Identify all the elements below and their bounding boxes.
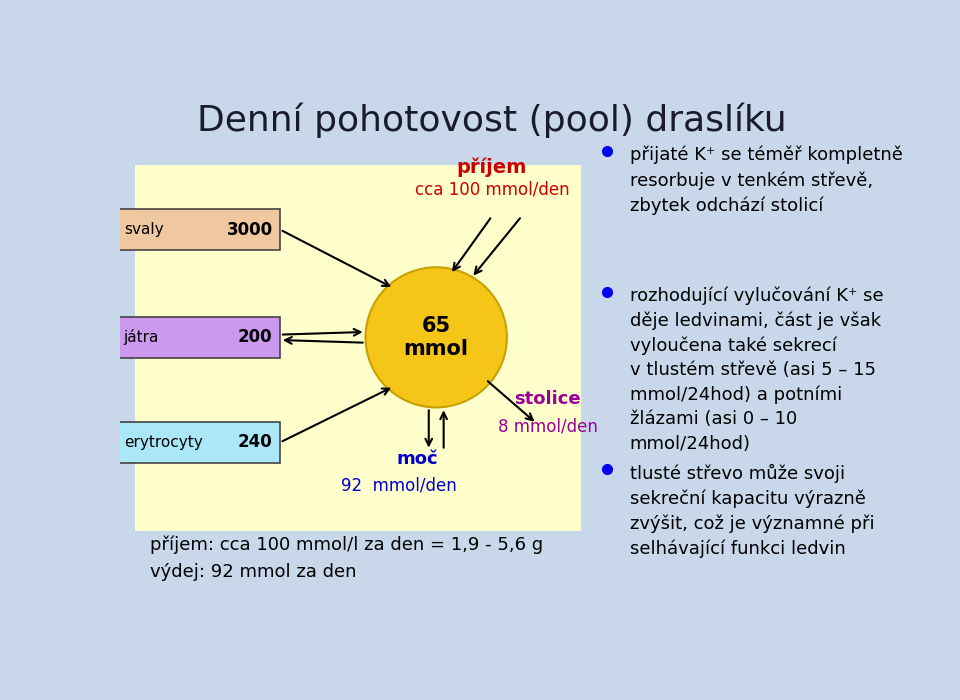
Text: tlusté střevo může svoji
sekreční kapacitu výrazně
zvýšit, což je významné při
s: tlusté střevo může svoji sekreční kapaci… [630, 464, 875, 558]
FancyBboxPatch shape [116, 422, 280, 463]
Text: výdej: 92 mmol za den: výdej: 92 mmol za den [150, 563, 356, 581]
Text: Denní pohotovost (pool) draslíku: Denní pohotovost (pool) draslíku [197, 103, 787, 139]
Text: cca 100 mmol/den: cca 100 mmol/den [415, 180, 569, 198]
Ellipse shape [366, 267, 507, 407]
Text: příjem: příjem [457, 158, 527, 177]
Text: svaly: svaly [124, 222, 163, 237]
FancyBboxPatch shape [116, 209, 280, 250]
Text: stolice: stolice [515, 391, 581, 408]
Text: 200: 200 [238, 328, 273, 346]
Text: 65
mmol: 65 mmol [404, 316, 468, 359]
FancyBboxPatch shape [116, 317, 280, 358]
Text: erytrocyty: erytrocyty [124, 435, 203, 450]
Text: 240: 240 [238, 433, 273, 452]
FancyBboxPatch shape [134, 165, 581, 531]
Text: rozhodující vylučování K⁺ se
děje ledvinami, část je však
vyloučena také sekrecí: rozhodující vylučování K⁺ se děje ledvin… [630, 286, 883, 453]
Text: příjem: cca 100 mmol/l za den = 1,9 - 5,6 g: příjem: cca 100 mmol/l za den = 1,9 - 5,… [150, 536, 543, 554]
Text: 8 mmol/den: 8 mmol/den [498, 417, 598, 435]
Text: 92  mmol/den: 92 mmol/den [341, 477, 457, 495]
Text: přijaté K⁺ se téměř kompletně
resorbuje v tenkém střevě,
zbytek odchází stolicí: přijaté K⁺ se téměř kompletně resorbuje … [630, 146, 902, 214]
Text: játra: játra [124, 329, 159, 345]
Text: 3000: 3000 [227, 220, 273, 239]
Text: moč: moč [396, 449, 439, 468]
